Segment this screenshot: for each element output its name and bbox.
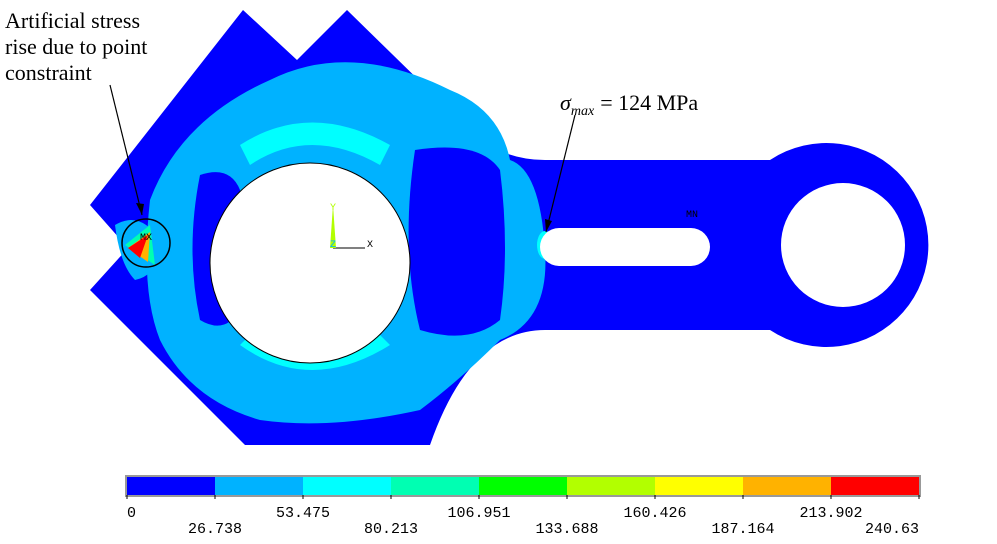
legend-swatch bbox=[215, 477, 303, 495]
legend-label: 26.738 bbox=[188, 521, 242, 538]
legend-swatch bbox=[303, 477, 391, 495]
triad-label: Y bbox=[330, 203, 336, 214]
legend-swatch bbox=[127, 477, 215, 495]
legend-swatch bbox=[391, 477, 479, 495]
legend-label: 80.213 bbox=[364, 521, 418, 538]
triad-label: X bbox=[367, 240, 373, 251]
legend-swatch bbox=[743, 477, 831, 495]
legend-label: 106.951 bbox=[447, 505, 510, 522]
legend-label: 187.164 bbox=[711, 521, 774, 538]
legend-swatch bbox=[567, 477, 655, 495]
slot bbox=[540, 228, 710, 266]
low-zone bbox=[409, 148, 505, 336]
legend-swatch bbox=[655, 477, 743, 495]
contour-plot: Y Z X MX MN Artificial stress rise due t… bbox=[0, 0, 997, 544]
legend-swatch bbox=[479, 477, 567, 495]
pin-hole bbox=[781, 183, 905, 307]
value-text: = 124 MPa bbox=[600, 90, 698, 115]
legend-swatch bbox=[831, 477, 919, 495]
legend-label: 53.475 bbox=[276, 505, 330, 522]
legend-label: 0 bbox=[127, 505, 136, 522]
max-stress-annotation: σmax= 124 MPa bbox=[560, 90, 698, 119]
legend-label: 213.902 bbox=[799, 505, 862, 522]
triad-label: Z bbox=[330, 240, 336, 251]
annotation-line: constraint bbox=[5, 60, 92, 85]
min-marker: MN bbox=[686, 210, 698, 221]
legend-label: 160.426 bbox=[623, 505, 686, 522]
color-legend: 0 26.738 53.475 80.213 106.951 133.688 160.426… bbox=[125, 475, 921, 538]
annotation-line: Artificial stress bbox=[5, 8, 140, 33]
crank-hole bbox=[210, 163, 410, 363]
page: Y Z X MX MN Artificial stress rise due t… bbox=[0, 0, 997, 544]
annotation-line: rise due to point bbox=[5, 34, 147, 59]
subscript: max bbox=[571, 104, 595, 119]
legend-label: 133.688 bbox=[535, 521, 598, 538]
max-marker: MX bbox=[140, 233, 152, 244]
legend-label: 240.63 bbox=[865, 521, 919, 538]
